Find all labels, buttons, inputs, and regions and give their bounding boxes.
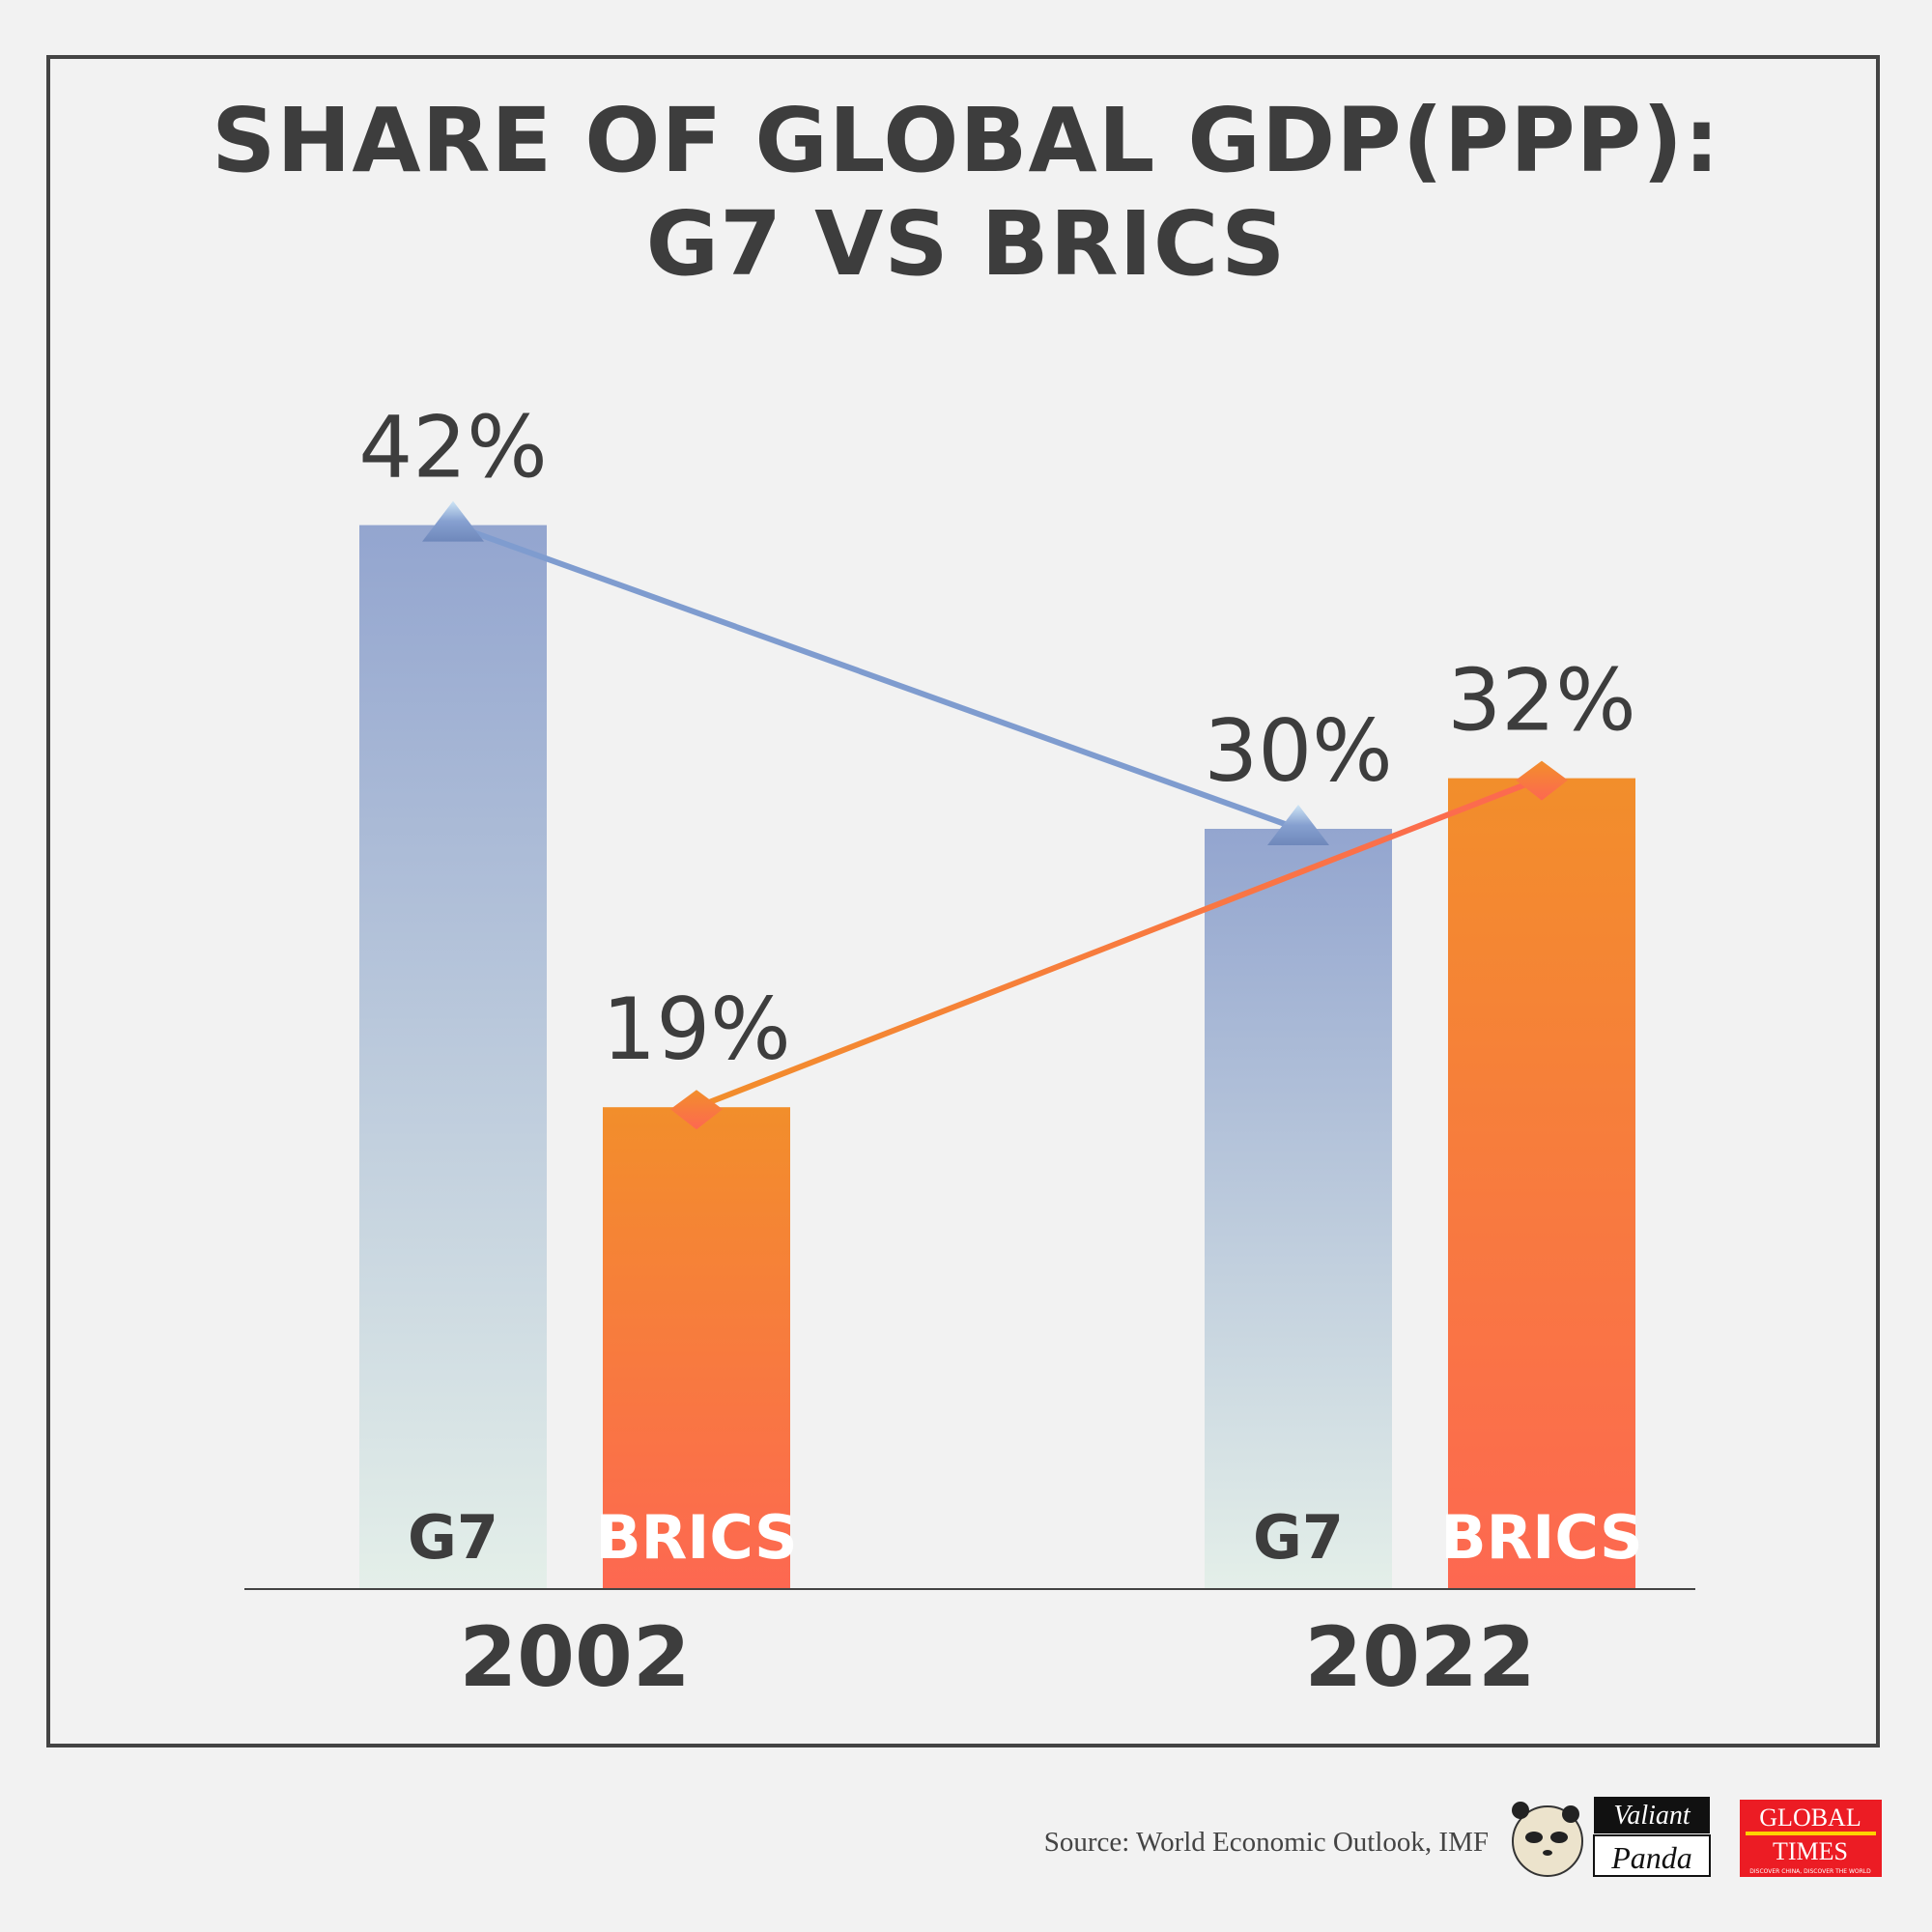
brics-diamond-marker [670, 1090, 723, 1130]
value-label-g7-2002: 42% [358, 398, 548, 497]
brics-diamond-marker [1516, 760, 1568, 801]
source-note: Source: World Economic Outlook, IMF [1043, 1827, 1489, 1858]
value-label-g7-2022: 30% [1204, 701, 1393, 801]
bar-name-g7: G7 [1253, 1502, 1344, 1573]
chart-title-line1: SHARE OF GLOBAL GDP(PPP): [212, 89, 1720, 192]
brics-trend-line [695, 775, 1544, 1110]
value-label-brics-2002: 19% [602, 980, 791, 1079]
g7-triangle-marker [422, 500, 484, 542]
bar-brics-2022 [1448, 778, 1635, 1588]
year-label-2022: 2022 [1304, 1609, 1535, 1706]
bar-name-g7: G7 [408, 1502, 498, 1573]
valiant-panda-logo: Valiant Panda [1512, 1797, 1711, 1877]
bar-brics-2002 [603, 1107, 790, 1588]
chart-title-line2: G7 VS BRICS [645, 192, 1287, 296]
bar-g7-2002 [359, 525, 547, 1588]
bar-name-brics: BRICS [595, 1502, 797, 1573]
global-times-tagline: DISCOVER CHINA, DISCOVER THE WORLD [1749, 1868, 1871, 1875]
bar-g7-2022 [1205, 829, 1392, 1588]
panda-logo-text: Valiant [1613, 1801, 1691, 1831]
global-times-logo-text: GLOBAL [1759, 1804, 1861, 1832]
global-times-logo-text: TIMES [1773, 1837, 1848, 1865]
value-label-brics-2022: 32% [1447, 651, 1636, 751]
g7-trend-line [451, 522, 1300, 832]
global-times-logo: GLOBAL TIMES DISCOVER CHINA, DISCOVER TH… [1740, 1800, 1882, 1877]
chart-frame [46, 55, 1880, 1747]
bar-name-brics: BRICS [1440, 1502, 1642, 1573]
g7-triangle-marker [1267, 805, 1329, 845]
panda-logo-text: Panda [1610, 1840, 1692, 1875]
year-label-2002: 2002 [459, 1609, 690, 1706]
